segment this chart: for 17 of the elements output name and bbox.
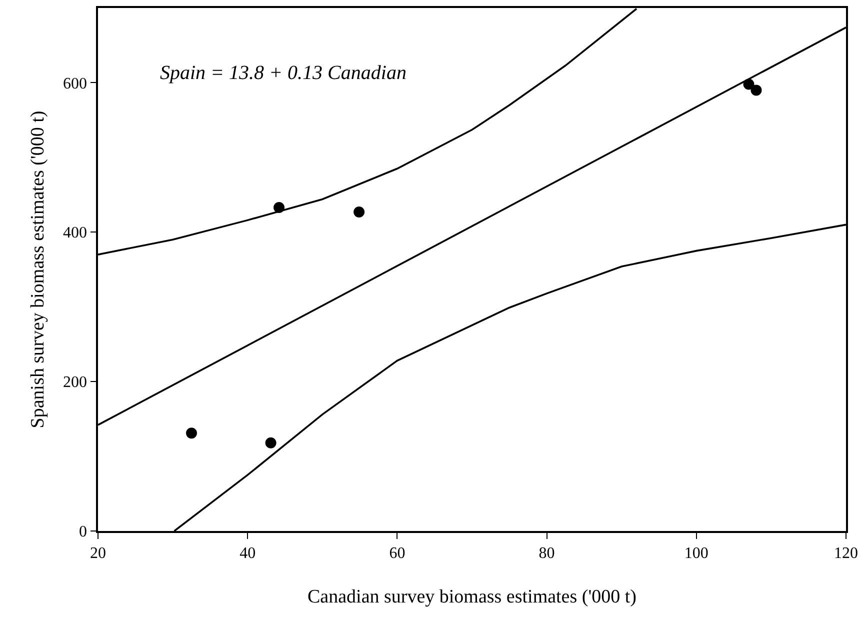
point <box>750 84 762 96</box>
annotation: Spain = 13.8 + 0.13 Canadian <box>160 62 406 84</box>
x-axis-title: Canadian survey biomass estimates ('000 t) <box>308 586 636 608</box>
y-axis-title: Spanish survey biomass estimates ('000 t) <box>27 110 48 428</box>
y-tick-label: 200 <box>63 374 88 392</box>
x-tick-label: 40 <box>240 544 256 562</box>
x-tick-label: 120 <box>834 544 858 562</box>
y-tick-label: 0 <box>79 524 88 541</box>
x-tick-label: 60 <box>389 544 406 562</box>
point <box>265 437 276 448</box>
point <box>186 428 197 439</box>
point <box>354 206 365 218</box>
x-tick-label: 80 <box>538 544 555 562</box>
y-tick-label: 600 <box>63 75 88 92</box>
x-tick-label: 100 <box>684 544 708 562</box>
y-tick-label: 400 <box>63 224 88 242</box>
x-tick-label: 20 <box>90 544 106 562</box>
